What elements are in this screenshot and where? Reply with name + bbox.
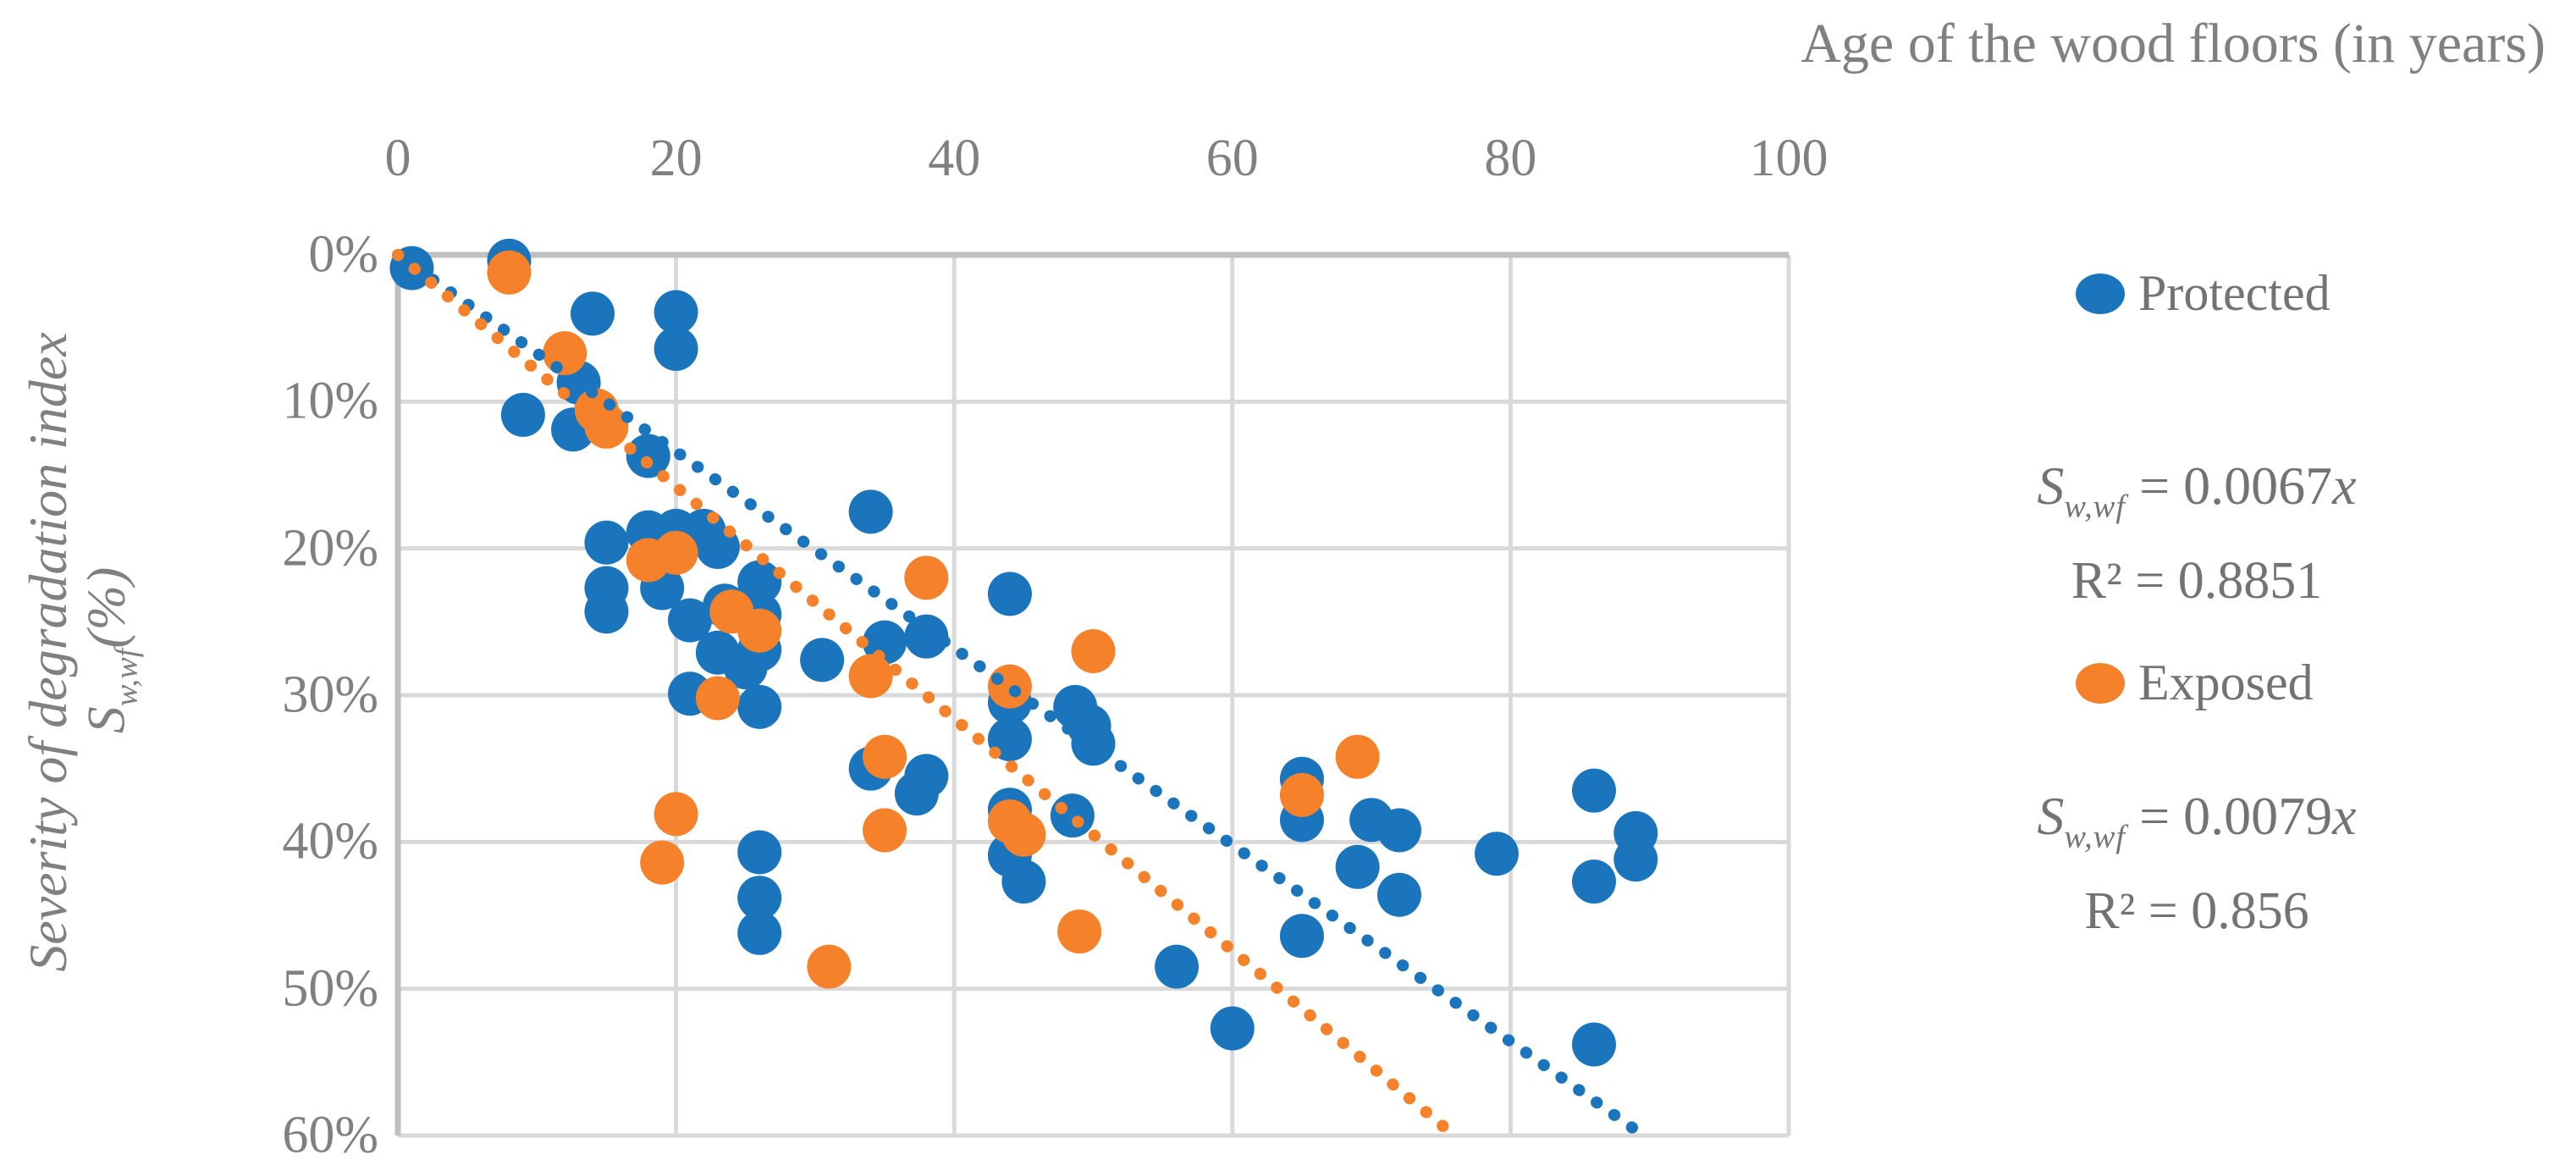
equation-variable: x — [2332, 456, 2357, 516]
data-point-protected — [654, 326, 698, 371]
y-axis-subtitle: Sw,wf(%) — [74, 567, 145, 734]
y-tick-label: 0% — [308, 225, 378, 284]
data-point-exposed — [1001, 812, 1046, 857]
data-point-protected — [904, 614, 949, 659]
y-tick-label: 50% — [282, 959, 378, 1018]
y-tick-label: 20% — [282, 519, 378, 577]
data-point-protected — [737, 830, 782, 875]
y-axis-title: Severity of degradation index — [18, 332, 78, 972]
data-point-protected — [1376, 872, 1421, 917]
data-point-exposed — [863, 808, 907, 853]
data-point-exposed — [640, 840, 685, 885]
x-tick-label: 0 — [384, 130, 411, 187]
protected-series-marker-icon — [2076, 273, 2125, 314]
data-point-protected — [800, 638, 845, 682]
data-point-exposed — [654, 792, 698, 837]
data-point-exposed — [987, 664, 1032, 709]
data-point-protected — [1071, 721, 1116, 766]
protected-trendline-equation: Sw,wf = 0.0067x R² = 0.8851 — [1875, 447, 2518, 616]
data-point-exposed — [807, 944, 852, 989]
data-point-exposed — [1335, 734, 1380, 779]
data-point-protected — [1571, 1022, 1616, 1067]
data-point-protected — [737, 560, 782, 605]
data-point-protected — [848, 489, 893, 534]
legend-label-protected: Protected — [2138, 265, 2331, 321]
legend-label-exposed: Exposed — [2138, 655, 2314, 710]
data-point-exposed — [737, 608, 782, 653]
data-point-protected — [1001, 859, 1046, 904]
data-point-protected — [737, 910, 782, 955]
x-tick-label: 40 — [928, 130, 981, 187]
data-point-exposed — [487, 250, 532, 295]
data-point-exposed — [584, 404, 629, 449]
legend-item-protected: Protected — [2076, 264, 2331, 323]
data-point-protected — [1155, 944, 1200, 989]
data-point-protected — [668, 598, 713, 643]
data-point-protected — [1279, 914, 1324, 959]
data-point-exposed — [695, 676, 740, 721]
r-squared-protected: R² = 0.8851 — [2071, 552, 2323, 611]
x-tick-label: 80 — [1484, 130, 1537, 187]
equation-variable: x — [2332, 786, 2357, 846]
y-tick-label: 30% — [282, 666, 378, 724]
equation-value: = 0.0079 — [2126, 786, 2333, 846]
x-tick-label: 20 — [649, 130, 703, 187]
data-point-exposed — [1279, 772, 1324, 817]
y-tick-label: 10% — [282, 372, 378, 430]
data-point-protected — [987, 572, 1032, 616]
equation-value: = 0.0067 — [2126, 456, 2333, 516]
data-point-exposed — [1057, 909, 1102, 954]
equation-protected: Sw,wf = 0.0067x — [1875, 447, 2518, 545]
y-tick-label: 60% — [282, 1106, 378, 1164]
y-axis-subtitle-subscript: w,wf — [108, 648, 145, 707]
data-point-exposed — [1071, 629, 1116, 673]
exposed-trendline-equation: Sw,wf = 0.0079x R² = 0.856 — [1875, 777, 2518, 947]
data-point-exposed — [904, 555, 949, 600]
data-point-protected — [1571, 859, 1616, 904]
data-point-exposed — [848, 654, 893, 699]
r-squared-exposed: R² = 0.856 — [2084, 882, 2309, 941]
data-point-protected — [737, 876, 782, 920]
equation-symbol: S — [2037, 456, 2065, 516]
equation-exposed: Sw,wf = 0.0079x — [1875, 777, 2518, 876]
x-axis-title: Age of the wood floors (in years) — [1801, 13, 2546, 75]
data-point-protected — [1210, 1006, 1255, 1051]
data-point-protected — [584, 520, 629, 565]
data-point-protected — [1571, 768, 1616, 813]
data-point-exposed — [543, 331, 587, 376]
legend-item-exposed: Exposed — [2076, 654, 2314, 712]
data-point-protected — [737, 684, 782, 729]
data-point-protected — [500, 392, 545, 437]
data-point-protected — [654, 290, 698, 334]
data-point-protected — [1050, 793, 1095, 838]
trendline-exposed — [392, 249, 1460, 1141]
data-point-protected — [584, 589, 629, 634]
data-point-protected — [571, 291, 615, 336]
y-tick-label: 40% — [282, 812, 378, 870]
x-tick-label: 100 — [1749, 130, 1829, 187]
data-point-exposed — [863, 734, 907, 779]
trendline-protected — [392, 249, 1650, 1141]
data-point-protected — [1613, 837, 1658, 882]
equation-symbol: S — [2037, 786, 2065, 846]
y-axis-subtitle-unit: (%) — [75, 566, 136, 649]
data-point-protected — [1376, 808, 1421, 853]
data-point-protected — [1335, 844, 1380, 889]
x-tick-label: 60 — [1205, 130, 1259, 187]
exposed-series-marker-icon — [2076, 662, 2125, 704]
equation-subscript: w,wf — [2064, 489, 2126, 525]
data-point-protected — [1474, 832, 1519, 876]
equation-subscript: w,wf — [2064, 819, 2126, 855]
data-point-exposed — [654, 530, 698, 575]
data-point-protected — [904, 754, 949, 799]
y-axis-subtitle-symbol: S — [75, 706, 136, 734]
